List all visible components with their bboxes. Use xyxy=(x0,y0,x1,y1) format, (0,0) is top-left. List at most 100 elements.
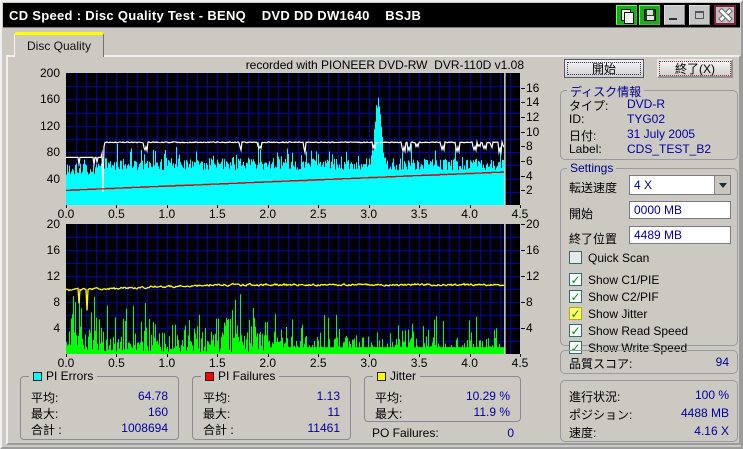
maximize-button[interactable] xyxy=(689,5,710,25)
axis-tick xyxy=(66,354,67,357)
x-axis-label: 3.5 xyxy=(410,207,428,221)
pi-errors-row: 合計 : 1008694 xyxy=(31,421,168,437)
pi-failures-swatch xyxy=(205,371,214,381)
checkbox-checked[interactable]: ✓ xyxy=(569,289,582,304)
checkbox-row-show-jitter[interactable]: ✓ Show Jitter xyxy=(569,305,739,322)
x-axis-label: 1.5 xyxy=(208,207,226,221)
pi-errors-stat-label: 合計 : xyxy=(31,423,62,437)
axis-tick xyxy=(469,205,471,208)
pi-failures-row: 合計 : 11461 xyxy=(203,421,340,437)
disc-info-row: ID: TYG02 xyxy=(569,112,729,127)
transfer-speed-value: 4 X xyxy=(634,178,653,192)
status-value: 4.16 X xyxy=(694,424,729,438)
status-label: 進行状況: xyxy=(569,390,621,404)
transfer-speed-combobox[interactable]: 4 X xyxy=(629,175,731,195)
pi-failures-stats-box: PI Failures 平均: 1.13 最大: 11 合計 : 11461 xyxy=(192,369,351,440)
disc-info-group: ディスク情報 タイプ: DVD-R ID: TYG02 日付: 31 July 2005 L… xyxy=(560,83,738,160)
pi-failures-stat-label: 合計 : xyxy=(203,423,234,437)
x-axis-label: 1.0 xyxy=(158,356,176,370)
checkbox-checked[interactable]: ✓ xyxy=(569,272,582,287)
status-rows: 進行状況: 100 % ポジション: 4488 MB 速度: 4.16 X xyxy=(561,381,737,442)
jitter-swatch xyxy=(377,371,386,381)
axis-tick xyxy=(520,354,521,357)
pi-failures-stat-value: 1.13 xyxy=(316,389,340,403)
minimize-button[interactable] xyxy=(664,5,685,25)
tab-label: Disc Quality xyxy=(26,39,91,53)
disc-info-value: 31 July 2005 xyxy=(627,127,696,141)
x-axis-label: 3.0 xyxy=(360,207,377,221)
y-axis-right-label: 16 xyxy=(526,243,540,257)
axis-tick xyxy=(419,205,421,208)
status-label: 速度: xyxy=(569,426,597,440)
axis-tick xyxy=(267,354,269,357)
y-axis-right-label: 20 xyxy=(526,217,540,231)
combobox-dropdown-button[interactable] xyxy=(714,176,730,194)
x-axis-label: 3.5 xyxy=(410,356,428,370)
disc-info-value: DVD-R xyxy=(627,97,665,111)
axis-tick xyxy=(166,354,168,357)
quality-score-value: 94 xyxy=(715,355,729,369)
disc-info-label: 日付: xyxy=(569,129,597,143)
axis-tick xyxy=(521,131,525,133)
y-axis-right-label: 2 xyxy=(526,183,533,198)
close-button[interactable] xyxy=(714,5,736,25)
axis-tick xyxy=(469,354,471,357)
checkbox-label: Show Read Speed xyxy=(588,323,689,338)
pi-failures-stat-label: 最大: xyxy=(203,407,231,421)
y-axis-left-label: 200 xyxy=(39,66,60,80)
tab-disc-quality[interactable]: Disc Quality xyxy=(14,32,104,57)
pi-errors-row: 平均: 64.78 xyxy=(31,389,168,405)
x-axis-label: 4.0 xyxy=(461,207,478,221)
disc-info-rows: タイプ: DVD-R ID: TYG02 日付: 31 July 2005 Label: CD… xyxy=(561,91,737,157)
y-axis-right-label: 6 xyxy=(526,154,533,168)
x-axis-label: 0.0 xyxy=(57,356,75,370)
axis-tick xyxy=(521,190,525,192)
checkbox-row-show-read-speed[interactable]: ✓ Show Read Speed xyxy=(569,322,739,339)
pi-errors-stats-title: PI Errors xyxy=(29,369,98,383)
titlebar[interactable]: CD Speed : Disc Quality Test - BENQ DVD … xyxy=(3,3,740,28)
checkbox-unchecked[interactable] xyxy=(569,251,582,264)
jitter-stat-value: 10.29 % xyxy=(465,389,510,403)
y-axis-right-label: 4 xyxy=(526,321,533,335)
pi-failures-rows: 平均: 1.13 最大: 11 合計 : 11461 xyxy=(193,377,350,437)
start-button[interactable]: 開始 xyxy=(564,59,644,78)
status-value: 4488 MB xyxy=(680,406,729,420)
start-position-input[interactable]: 0000 MB xyxy=(629,201,731,219)
y-axis-left-label: 16 xyxy=(46,243,60,257)
end-position-input[interactable]: 4489 MB xyxy=(629,226,731,244)
axis-tick xyxy=(368,354,370,357)
x-axis-label: 4.5 xyxy=(511,207,529,221)
start-position-label: 開始 xyxy=(569,207,594,221)
axis-tick xyxy=(66,205,67,208)
pi-errors-rows: 平均: 64.78 最大: 160 合計 : 1008694 xyxy=(21,377,178,437)
checkbox-label: Show C2/PIF xyxy=(588,289,659,304)
axis-tick xyxy=(318,205,320,208)
axis-tick xyxy=(318,354,320,357)
checkbox-row-quick-scan[interactable]: Quick Scan xyxy=(569,249,739,266)
checkbox-row-show-c2-pif[interactable]: ✓ Show C2/PIF xyxy=(569,288,739,305)
axis-tick xyxy=(521,146,525,148)
po-failures-value: 0 xyxy=(507,426,514,440)
status-row: 速度: 4.16 X xyxy=(569,424,729,442)
checkbox-checked[interactable]: ✓ xyxy=(569,306,582,321)
disc-info-label: タイプ: xyxy=(569,99,609,113)
checkbox-checked[interactable]: ✓ xyxy=(569,323,582,338)
save-button[interactable] xyxy=(639,5,660,25)
jitter-title-label: Jitter xyxy=(390,369,417,383)
checkbox-row-show-c1-pie[interactable]: ✓ Show C1/PIE xyxy=(569,271,739,288)
disc-info-row: Label: CDS_TEST_B2 xyxy=(569,142,729,157)
jitter-stat-label: 最大: xyxy=(375,407,403,421)
axis-tick xyxy=(521,87,525,89)
y-axis-left-label: 20 xyxy=(46,217,60,231)
axis-tick xyxy=(521,224,525,225)
status-value: 100 % xyxy=(694,388,729,402)
x-axis-label: 2.0 xyxy=(259,207,277,221)
end-position-label: 終了位置 xyxy=(569,232,618,246)
axis-tick xyxy=(116,354,118,357)
status-row: 進行状況: 100 % xyxy=(569,388,729,406)
exit-button[interactable]: 終了(X) xyxy=(657,59,733,78)
copy-button[interactable] xyxy=(616,5,637,25)
x-axis-label: 4.5 xyxy=(511,356,529,370)
axis-tick xyxy=(116,205,118,208)
pi-failures-title-label: PI Failures xyxy=(218,369,276,383)
